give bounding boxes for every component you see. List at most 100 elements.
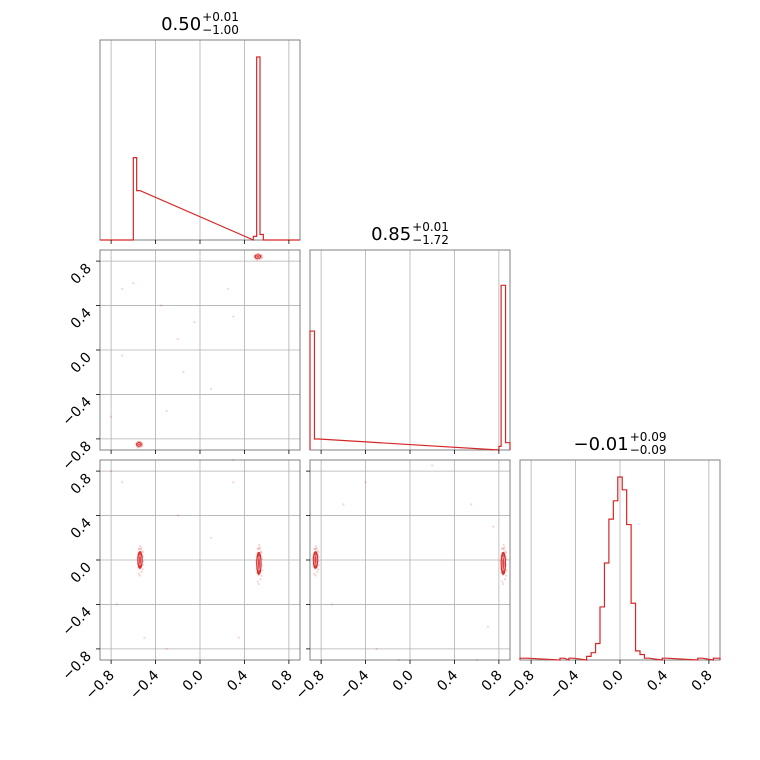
- scatter-point: [313, 548, 316, 551]
- scatter-point: [140, 547, 143, 550]
- scatter-point: [256, 258, 259, 261]
- panel-title-err-minus: −1.00: [202, 23, 239, 37]
- scatter-point: [141, 550, 144, 554]
- scatter-point: [209, 536, 213, 539]
- y-tick-label: −0.8: [59, 438, 94, 473]
- scatter-point: [259, 550, 262, 553]
- y-tick-label: 0.4: [68, 515, 95, 542]
- scatter-point: [469, 503, 473, 506]
- y-tick-label: 0.8: [68, 261, 95, 288]
- scatter-point: [182, 371, 185, 374]
- scatter-point: [260, 256, 264, 259]
- scatter-point: [331, 603, 334, 606]
- x-tick-label: 0.8: [269, 668, 296, 695]
- scatter-point: [261, 569, 264, 572]
- scatter-point: [257, 582, 260, 586]
- scatter-point: [260, 551, 263, 554]
- scatter-point: [109, 415, 113, 418]
- scatter-point: [504, 550, 507, 553]
- density-contour-0: [138, 554, 142, 566]
- scatter-point: [431, 464, 434, 467]
- x-tick-label: −0.4: [547, 667, 582, 702]
- x-tick-label: −0.4: [337, 667, 372, 702]
- scatter-point: [257, 252, 260, 256]
- scatter-point: [502, 582, 505, 586]
- x-tick-label: −0.8: [83, 668, 118, 703]
- scatter-point: [486, 625, 489, 628]
- histogram-line-param-1: [309, 284, 511, 451]
- scatter-point: [500, 547, 504, 550]
- x-tick-label: −0.8: [503, 668, 538, 703]
- scatter-point: [505, 569, 508, 572]
- panel-title-err-plus: +0.01: [202, 10, 239, 24]
- scatter-point: [209, 387, 213, 391]
- scatter-point: [501, 547, 505, 550]
- scatter-point: [258, 543, 261, 547]
- x-tick-label: 0.0: [180, 668, 207, 695]
- scatter-point: [375, 647, 378, 651]
- density-contour-0: [255, 255, 260, 259]
- histogram-line-param-2: [519, 476, 721, 661]
- scatter-point: [314, 574, 317, 577]
- scatter-point: [138, 547, 141, 550]
- scatter-point: [141, 444, 144, 447]
- scatter-point: [121, 354, 124, 357]
- scatter-point: [342, 503, 345, 506]
- scatter-point: [316, 570, 319, 573]
- scatter-point: [314, 548, 318, 551]
- scatter-point: [141, 568, 144, 571]
- scatter-point: [138, 574, 142, 577]
- scatter-point: [317, 568, 320, 571]
- density-contour-0: [313, 554, 318, 566]
- panel-title-err-minus: −1.72: [412, 233, 449, 247]
- scatter-point: [237, 636, 241, 639]
- scatter-point: [260, 574, 263, 577]
- scatter-point: [313, 572, 316, 575]
- x-tick-label: 0.0: [600, 668, 627, 695]
- scatter-point: [314, 545, 317, 548]
- scatter-point: [503, 546, 506, 549]
- panel-title-value: 0.50: [161, 14, 201, 35]
- scatter-point: [115, 603, 118, 606]
- scatter-point: [257, 547, 260, 550]
- y-tick-label: −0.4: [59, 394, 94, 429]
- scatter-point: [176, 337, 179, 341]
- y-tick-label: 0.0: [68, 350, 95, 377]
- histogram-line-param-0: [100, 56, 300, 241]
- scatter-point: [492, 525, 495, 528]
- scatter-point: [142, 564, 145, 567]
- scatter-point: [137, 572, 140, 575]
- scatter-point: [232, 315, 235, 318]
- scatter-point: [256, 580, 259, 583]
- panel-title-value: 0.85: [371, 224, 411, 245]
- scatter-point: [503, 578, 507, 581]
- scatter-point: [109, 469, 113, 473]
- scatter-point: [176, 514, 179, 517]
- scatter-point: [139, 545, 142, 548]
- panel-title-err-plus: +0.09: [630, 430, 667, 444]
- scatter-point: [504, 574, 508, 577]
- density-contour-1: [501, 556, 506, 571]
- panel-title-value: −0.01: [574, 434, 629, 455]
- scatter-point: [259, 546, 262, 549]
- x-tick-label: 0.4: [644, 667, 671, 694]
- panel-title-err-plus: +0.01: [412, 220, 449, 234]
- x-tick-label: −0.4: [127, 667, 162, 702]
- scatter-point: [137, 548, 140, 551]
- scatter-point: [165, 409, 168, 413]
- scatter-point: [256, 547, 259, 550]
- scatter-point: [140, 550, 144, 553]
- y-tick-label: 0.4: [68, 305, 95, 332]
- scatter-point: [316, 550, 319, 553]
- panel-title-err-minus: −0.09: [630, 443, 667, 457]
- scatter-point: [232, 481, 235, 484]
- scatter-point: [121, 481, 124, 484]
- scatter-point: [139, 548, 142, 551]
- density-contour-1: [137, 443, 141, 446]
- x-tick-label: 0.8: [689, 668, 716, 695]
- scatter-point: [140, 570, 143, 573]
- scatter-point: [258, 548, 261, 551]
- scatter-point: [259, 578, 262, 581]
- scatter-point: [502, 543, 505, 547]
